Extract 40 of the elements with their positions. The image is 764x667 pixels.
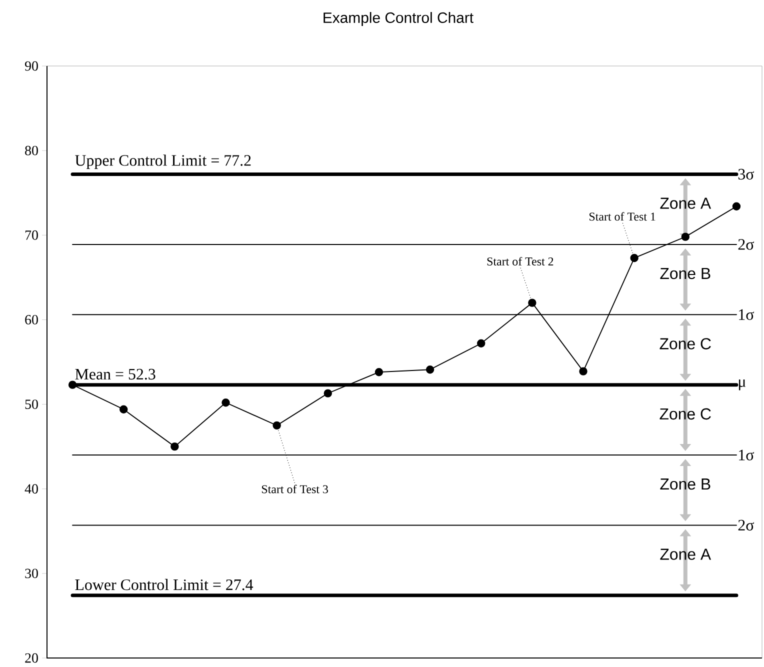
text: 1σ <box>739 309 754 320</box>
point <box>426 366 434 374</box>
point <box>272 421 281 430</box>
point <box>120 405 128 414</box>
y-tick-label: 40 <box>24 484 38 494</box>
ref-line-label: Mean = 52.3 <box>75 368 156 380</box>
text: 1σ <box>739 450 754 460</box>
y-tick-label: 60 <box>25 315 38 324</box>
y-tick-label: 30 <box>25 568 38 578</box>
y-tick-label: 80 <box>25 146 38 156</box>
y-tick-label: 50 <box>25 400 38 409</box>
point <box>630 254 638 262</box>
annotation: Zone C <box>660 408 711 420</box>
annotation: Start of Test 1 <box>590 212 656 221</box>
text: μ <box>738 379 746 390</box>
annotation: Zone B <box>660 478 710 490</box>
ref-line-label: Lower Control Limit = 27.4 <box>75 578 254 590</box>
text: 2σ <box>738 239 754 250</box>
point <box>477 339 486 348</box>
text: 2σ <box>738 520 754 531</box>
annotation: Start of Test 3 <box>262 484 328 494</box>
annotation: Zone B <box>660 268 710 280</box>
annotation: Zone A <box>660 548 712 560</box>
text: 3σ <box>738 168 754 180</box>
point <box>68 380 77 389</box>
point <box>732 202 741 210</box>
y-tick-label: 70 <box>25 230 38 240</box>
annotation: Zone C <box>660 338 711 350</box>
annotation: Start of Test 2 <box>487 256 554 266</box>
y-tick-label: 20 <box>25 653 38 663</box>
y-tick-label: 90 <box>24 61 38 71</box>
point <box>324 389 332 398</box>
point <box>170 442 179 451</box>
point <box>528 298 536 307</box>
point <box>374 368 384 376</box>
annotation: Zone A <box>660 198 712 209</box>
ref-line-label: Upper Control Limit = 77.2 <box>75 154 251 170</box>
point <box>579 367 588 376</box>
point <box>222 398 230 407</box>
chart-title: Example Control Chart <box>324 12 474 26</box>
